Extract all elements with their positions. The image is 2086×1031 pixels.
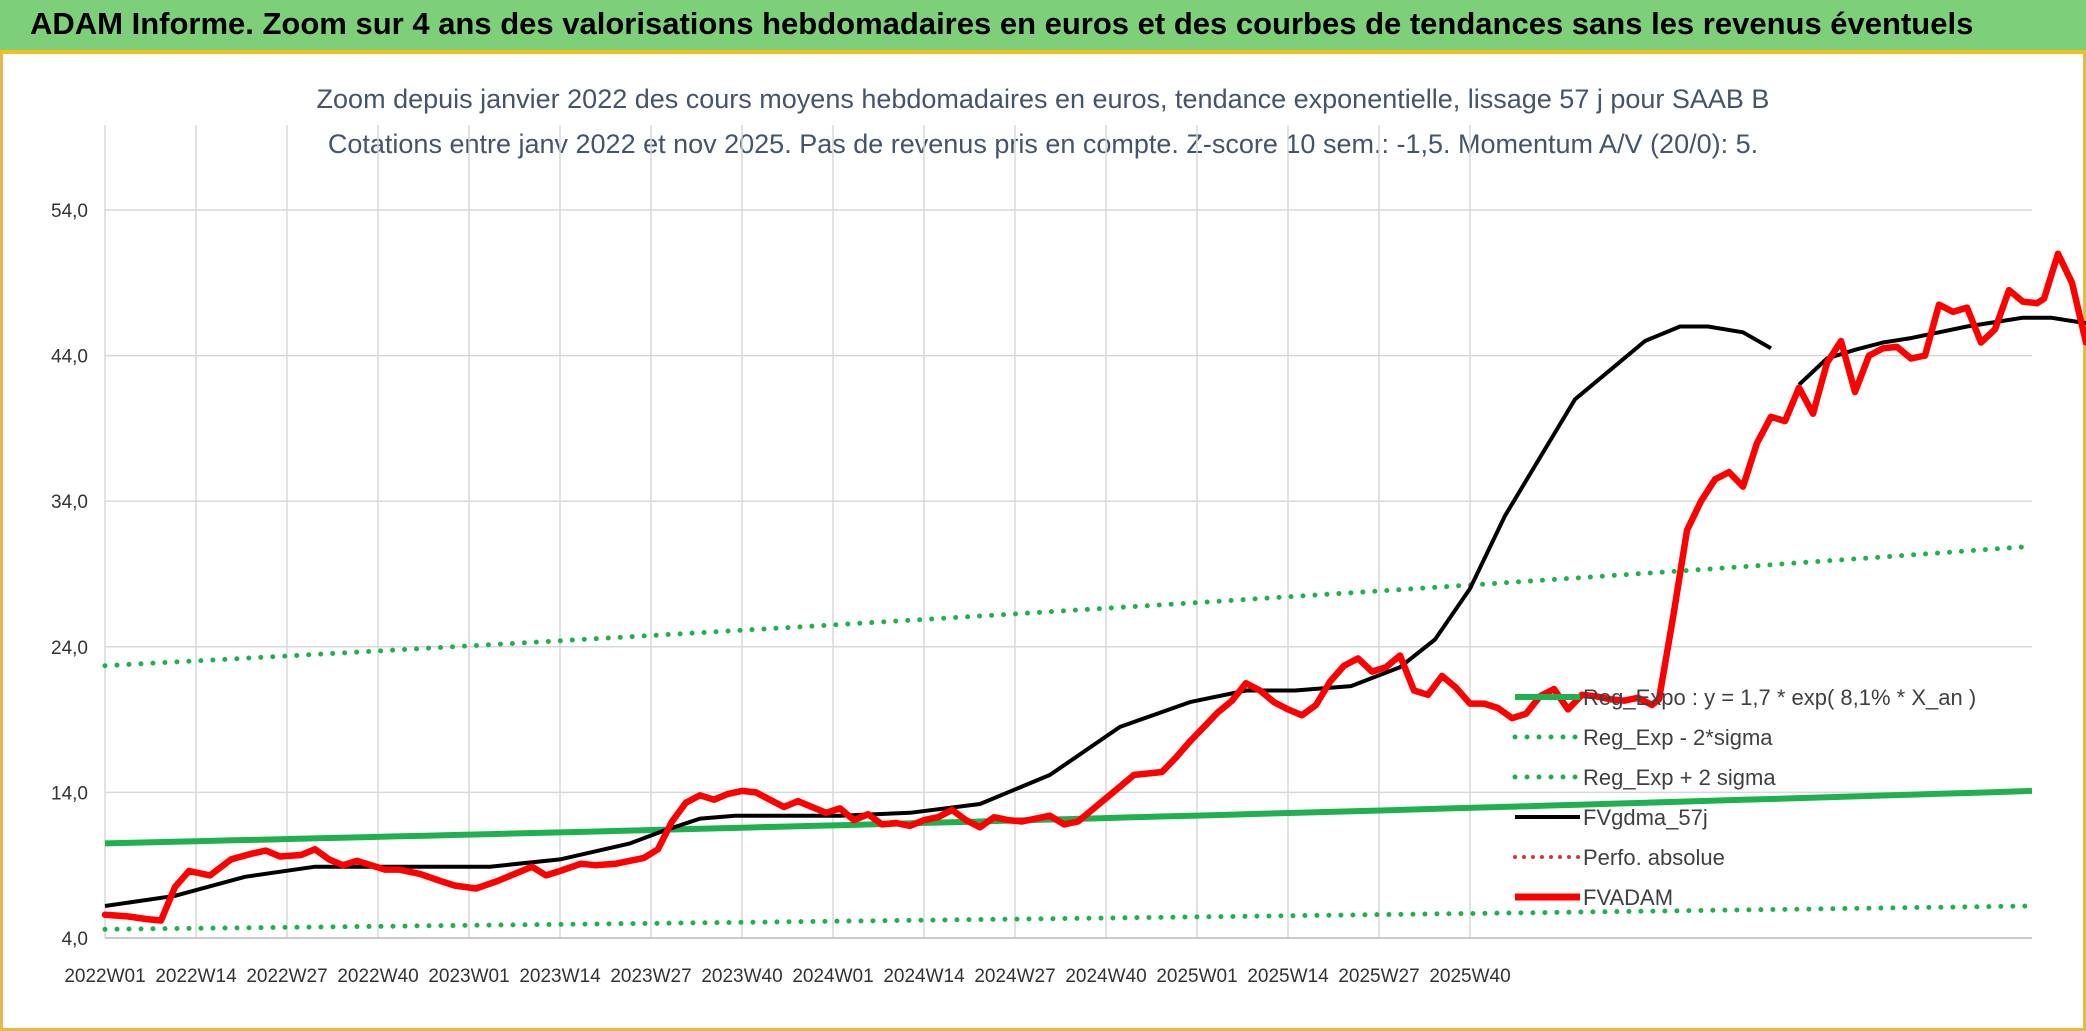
series-reg-expo [104, 787, 2033, 847]
x-tick-label: 2025W01 [1156, 966, 1237, 987]
legend-label: FVADAM [1583, 885, 1673, 910]
page-title: ADAM Informe. Zoom sur 4 ans des valoris… [30, 6, 1974, 41]
y-tick-label: 14,0 [51, 783, 88, 804]
x-tick-label: 2022W01 [64, 966, 145, 987]
x-tick-label: 2025W40 [1429, 966, 1510, 987]
y-tick-label: 34,0 [51, 492, 88, 513]
legend-item: Reg_Exp + 2 sigma [1512, 765, 1776, 790]
y-tick-label: 44,0 [51, 347, 88, 368]
chart-frame [0, 54, 2086, 1031]
x-tick-label: 2022W14 [155, 966, 237, 987]
x-tick-label: 2025W14 [1247, 966, 1329, 987]
x-axis: 2022W01 2022W14 2022W27 2022W40 2023W01 2023W… [64, 966, 1510, 987]
x-tick-label: 2024W27 [974, 966, 1055, 987]
series-fvgdma-57j [104, 324, 1772, 908]
legend-item: FVADAM [1515, 885, 1673, 910]
series-fvgdma-57j-tail [1797, 315, 2086, 387]
legend-label: Reg_Exp - 2*sigma [1583, 725, 1773, 750]
legend-label: Reg_Expo : y = 1,7 * exp( 8,1% * X_an ) [1583, 685, 1976, 710]
x-tick-label: 2023W01 [428, 966, 509, 987]
x-tick-label: 2024W01 [792, 966, 873, 987]
legend-item: FVgdma_57j [1515, 805, 1708, 830]
legend-label: Reg_Exp + 2 sigma [1583, 765, 1776, 790]
series-reg-exp-minus-2sigma [102, 903, 2035, 932]
chart-subtitle: Cotations entre janv 2022 et nov 2025. P… [328, 129, 1758, 159]
legend-label: FVgdma_57j [1583, 805, 1708, 830]
series-fvadam [101, 250, 2086, 924]
x-tick-label: 2024W14 [883, 966, 965, 987]
x-tick-label: 2022W27 [246, 966, 327, 987]
legend-label: Perfo. absolue [1583, 845, 1725, 870]
series-reg-exp-plus-2sigma [102, 543, 2035, 669]
y-tick-label: 24,0 [51, 638, 88, 659]
legend-item: Perfo. absolue [1513, 845, 1725, 870]
y-tick-label: 4,0 [62, 929, 88, 950]
grid [104, 125, 2032, 939]
legend-item: Reg_Exp - 2*sigma [1512, 725, 1773, 750]
x-tick-label: 2023W14 [519, 966, 601, 987]
series-layer [101, 250, 2086, 932]
legend-item: Reg_Expo : y = 1,7 * exp( 8,1% * X_an ) [1515, 685, 1976, 710]
x-tick-label: 2023W27 [610, 966, 691, 987]
x-tick-label: 2025W27 [1338, 966, 1419, 987]
x-tick-label: 2022W40 [337, 966, 418, 987]
y-tick-label: 54,0 [51, 201, 88, 222]
header-banner: ADAM Informe. Zoom sur 4 ans des valoris… [0, 0, 2086, 54]
legend: Reg_Expo : y = 1,7 * exp( 8,1% * X_an ) R… [1512, 685, 1976, 910]
x-tick-label: 2023W40 [701, 966, 782, 987]
chart-title: Zoom depuis janvier 2022 des cours moyen… [317, 84, 1770, 114]
x-tick-label: 2024W40 [1065, 966, 1146, 987]
y-axis: 4,0 14,0 24,0 34,0 44,0 54,0 [51, 201, 88, 950]
